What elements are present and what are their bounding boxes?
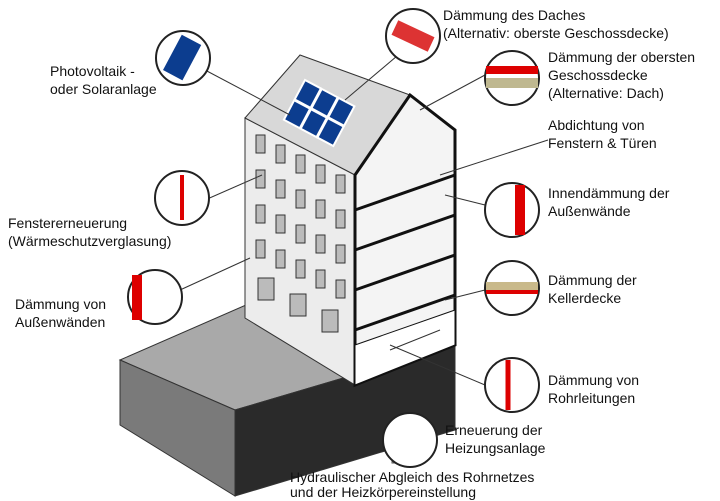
label-line: Fenstern & Türen [548,135,657,151]
label-line: Dämmung der obersten [548,49,695,65]
label-line: (Alternativ: oberste Geschossdecke) [443,25,669,41]
label-line: Rohrleitungen [548,390,635,406]
label-line: Hydraulischer Abgleich des Rohrnetzes [290,469,534,485]
label-line: Dämmung von [15,296,106,312]
label-line: Kellerdecke [548,290,621,306]
label-line: Erneuerung der [445,422,543,438]
label-line: Innendämmung der [548,185,670,201]
label-line: Photovoltaik - [50,63,135,79]
label-line: (Wärmeschutzverglasung) [8,233,171,249]
label-line: Dämmung von [548,372,639,388]
label-line: Abdichtung von [548,117,645,133]
label-line: Außenwänden [15,314,105,330]
label-line: Dämmung des Daches [443,7,585,23]
label-line: Fenstererneuerung [8,215,127,231]
label-line: Dämmung der [548,272,637,288]
label-line: Außenwände [548,203,631,219]
label-line: Geschossdecke [548,67,648,83]
label-line: Heizungsanlage [445,440,546,456]
diagram: Dämmung des Daches (Alternativ: oberste … [0,0,720,501]
label-line: (Alternative: Dach) [548,85,664,101]
label-line: oder Solaranlage [50,81,157,97]
label-line: und der Heizkörpereinstellung [290,484,476,500]
